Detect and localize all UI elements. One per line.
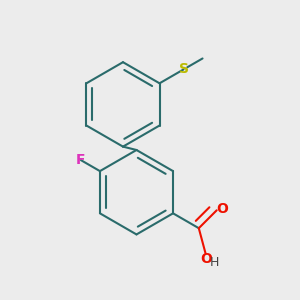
Text: F: F <box>76 153 86 167</box>
Text: O: O <box>216 202 228 216</box>
Text: S: S <box>178 62 188 76</box>
Text: O: O <box>200 252 212 266</box>
Text: H: H <box>209 256 219 269</box>
